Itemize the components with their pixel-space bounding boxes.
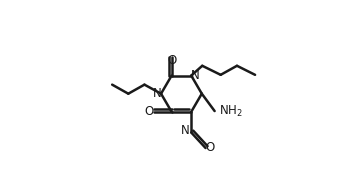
Text: N: N	[181, 124, 190, 137]
Text: O: O	[167, 54, 176, 67]
Text: NH$_2$: NH$_2$	[219, 103, 243, 119]
Text: O: O	[206, 141, 215, 154]
Text: O: O	[144, 105, 154, 118]
Text: N: N	[153, 87, 161, 100]
Text: N: N	[191, 69, 200, 82]
